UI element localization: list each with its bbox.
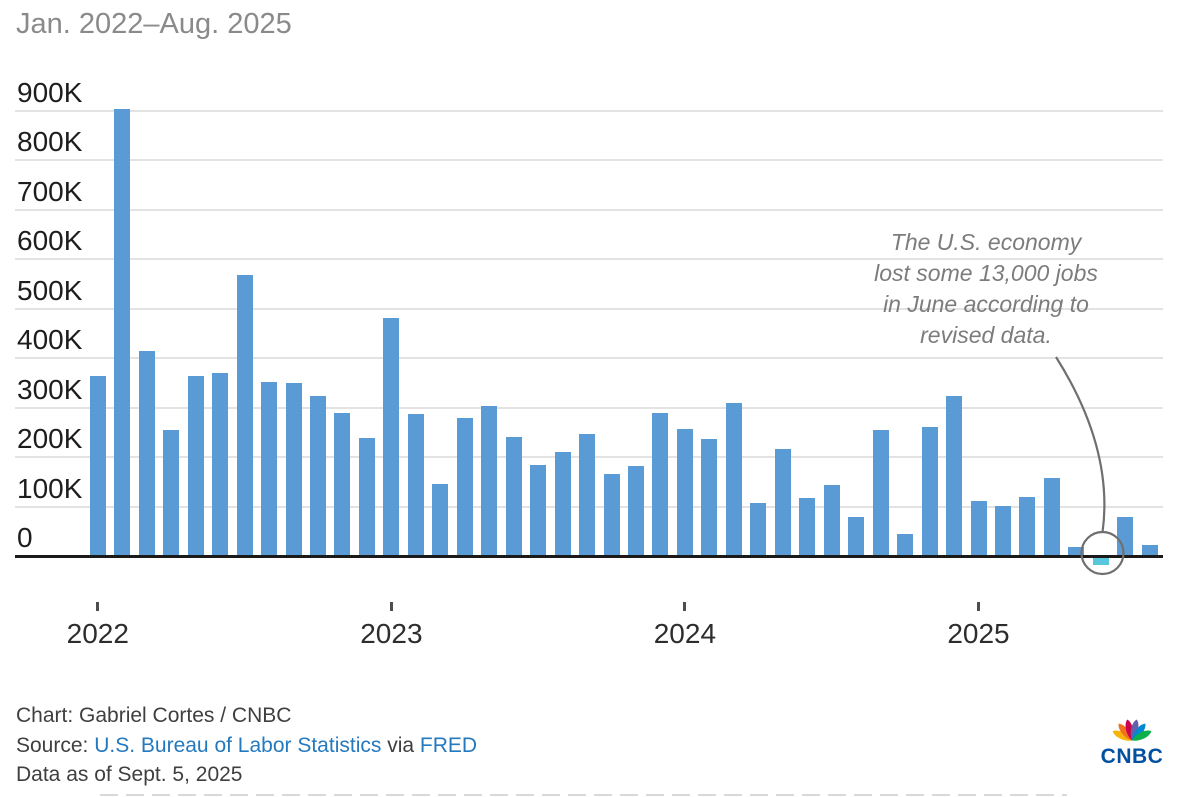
- y-axis-label-400k: 400K: [17, 324, 83, 355]
- gridline-300k: [15, 406, 1163, 409]
- cnbc-logo: CNBC: [1097, 703, 1167, 769]
- bar-jul-2024: [823, 484, 840, 556]
- gridline-500k: [15, 307, 1163, 310]
- bar-aug-2022: [261, 381, 277, 556]
- y-axis-label-100k: 100K: [17, 472, 83, 504]
- bar-nov-2024: [921, 426, 938, 556]
- x-axis-label-2022: 2022: [66, 618, 129, 649]
- y-axis-label-700k: 700K: [17, 175, 83, 207]
- bar-may-2023: [481, 406, 498, 556]
- gridline-400k: [15, 357, 1163, 359]
- footer: Chart: Gabriel Cortes / CNBC Source: U.S…: [16, 701, 477, 790]
- bar-jul-2023: [530, 464, 547, 556]
- gridline-600k: [15, 258, 1163, 261]
- bar-oct-2022: [310, 395, 326, 556]
- bar-jan-2025: [970, 501, 987, 556]
- bar-jul-2025: [1117, 516, 1134, 556]
- bar-jan-2022: [89, 375, 106, 556]
- bar-may-2024: [774, 449, 791, 556]
- bar-feb-2022: [114, 108, 131, 556]
- fred-link[interactable]: FRED: [419, 733, 478, 757]
- peacock-feather: [1130, 719, 1139, 741]
- bar-apr-2023: [456, 418, 473, 556]
- y-axis-label-200k: 200K: [17, 423, 83, 454]
- x-axis-line: [15, 554, 1163, 558]
- annotation: The U.S. economy lost some 13,000 jobs i…: [830, 227, 1142, 351]
- source-via: via: [387, 733, 415, 757]
- bar-sep-2024: [872, 429, 889, 556]
- bar-apr-2022: [163, 430, 180, 556]
- chart-credit: Chart: Gabriel Cortes / CNBC: [16, 704, 292, 727]
- x-axis-label-2024: 2024: [653, 618, 717, 649]
- bar-aug-2023: [554, 452, 571, 556]
- bar-mar-2023: [432, 483, 449, 556]
- bar-dec-2024: [946, 396, 962, 556]
- bar-feb-2025: [994, 505, 1011, 556]
- annotation-line-3: in June according to: [883, 291, 1089, 317]
- bar-jan-2024: [676, 429, 693, 556]
- cnbc-peacock-icon: [1112, 719, 1152, 741]
- x-tick-2024: [683, 602, 687, 611]
- bar-jun-2022: [212, 372, 229, 556]
- x-axis-label-2025: 2025: [947, 618, 1010, 649]
- bar-jun-2024: [799, 497, 816, 556]
- bar-jun-2023: [505, 437, 522, 556]
- x-tick-2023: [389, 602, 393, 611]
- bar-aug-2024: [848, 517, 865, 556]
- gridline-900k: [15, 109, 1163, 112]
- y-axis-label-500k: 500K: [17, 274, 83, 306]
- bar-jan-2023: [383, 317, 400, 556]
- bar-jul-2022: [236, 274, 253, 556]
- bar-mar-2024: [725, 402, 742, 556]
- source-label: Source:: [16, 733, 89, 757]
- bottom-divider: [100, 794, 1067, 796]
- bar-may-2022: [187, 375, 204, 556]
- gridline-700k: [15, 208, 1163, 211]
- bar-apr-2025: [1043, 477, 1060, 556]
- chart-title: Jan. 2022–Aug. 2025: [16, 8, 292, 40]
- bar-mar-2025: [1019, 496, 1036, 556]
- bar-oct-2024: [897, 534, 914, 556]
- peacock-feather: [1132, 730, 1152, 741]
- x-tick-2022: [96, 602, 100, 611]
- annotation-line-1: The U.S. economy: [890, 229, 1082, 255]
- bar-may-2025: [1068, 546, 1085, 556]
- bar-dec-2023: [652, 412, 669, 556]
- bar-dec-2022: [358, 437, 375, 556]
- bls-link[interactable]: U.S. Bureau of Labor Statistics: [94, 733, 382, 757]
- bar-mar-2022: [138, 351, 155, 556]
- source-line: Source: U.S. Bureau of Labor Statistics …: [16, 731, 477, 761]
- annotation-line-4: revised data.: [920, 322, 1052, 348]
- y-axis-label-900k: 900K: [17, 76, 83, 108]
- bar-jun-2025: [1092, 557, 1109, 566]
- annotation-line-2: lost some 13,000 jobs: [874, 260, 1098, 286]
- bar-sep-2023: [579, 434, 596, 556]
- bar-apr-2024: [750, 502, 767, 556]
- bar-oct-2023: [603, 474, 620, 556]
- bar-nov-2023: [628, 465, 644, 556]
- cnbc-logo-text: CNBC: [1100, 745, 1164, 768]
- x-axis-label-2023: 2023: [360, 618, 423, 649]
- bar-feb-2023: [407, 414, 424, 556]
- gridline-800k: [15, 159, 1163, 162]
- y-axis-label-0: 0: [17, 522, 33, 553]
- data-as-of: Data as of Sept. 5, 2025: [16, 763, 243, 786]
- x-tick-2025: [977, 602, 980, 611]
- bar-sep-2022: [285, 382, 302, 556]
- bar-feb-2024: [701, 439, 718, 556]
- bar-nov-2022: [334, 412, 351, 556]
- y-axis-label-800k: 800K: [17, 126, 83, 158]
- y-axis-label-300k: 300K: [17, 373, 83, 405]
- bar-aug-2025: [1141, 545, 1158, 556]
- y-axis-label-600k: 600K: [17, 225, 83, 257]
